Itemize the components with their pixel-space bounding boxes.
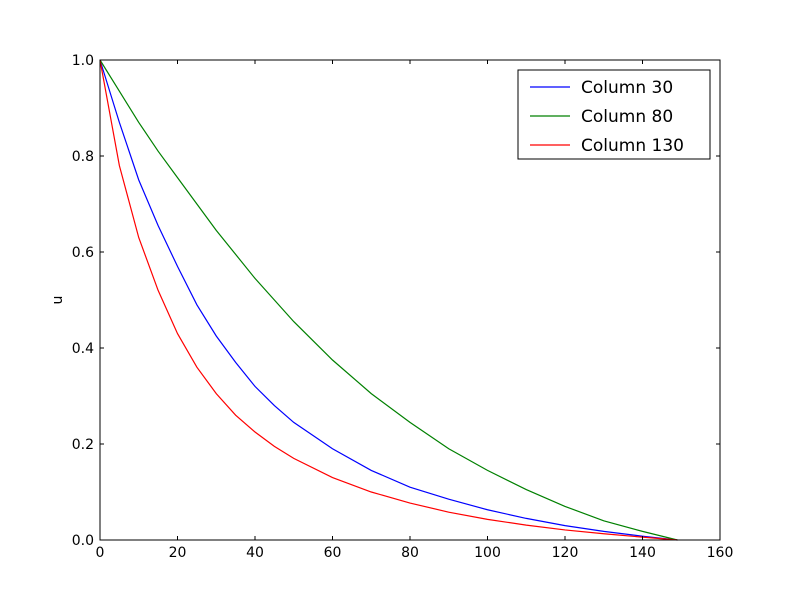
y-tick-label: 0.4 [72, 341, 94, 357]
legend-box [517, 69, 711, 160]
x-tick-label: 140 [629, 545, 656, 561]
y-tick-label: 0.2 [72, 437, 94, 453]
y-tick-label: 0.6 [72, 245, 94, 261]
series-line-3 [99, 59, 678, 541]
series-line-2 [99, 59, 678, 541]
axis-ticks: 0 20 40 60 80 100 120 140 160 0.0 0.2 0.4 0.6 0.8 1.0 [72, 53, 734, 561]
legend-label-2: Column 80 [581, 107, 673, 127]
x-tick-label: 120 [552, 545, 579, 561]
x-tick-label: 40 [246, 545, 264, 561]
y-tick-label: 0.8 [72, 149, 94, 165]
series-line-1 [99, 59, 678, 541]
y-axis-label: u [50, 296, 66, 305]
x-tick-label: 100 [474, 545, 501, 561]
x-tick-label: 160 [707, 545, 734, 561]
x-tick-label: 80 [401, 545, 419, 561]
legend-label-3: Column 130 [581, 136, 684, 156]
legend-label-1: Column 30 [581, 78, 673, 98]
y-tick-label: 1.0 [72, 53, 94, 69]
x-tick-label: 60 [324, 545, 342, 561]
axis-labels: u [50, 296, 66, 305]
x-tick-label: 20 [169, 545, 187, 561]
x-tick-label: 0 [96, 545, 105, 561]
y-tick-label: 0.0 [72, 533, 94, 549]
legend: Column 30 Column 80 Column 130 [517, 69, 711, 160]
